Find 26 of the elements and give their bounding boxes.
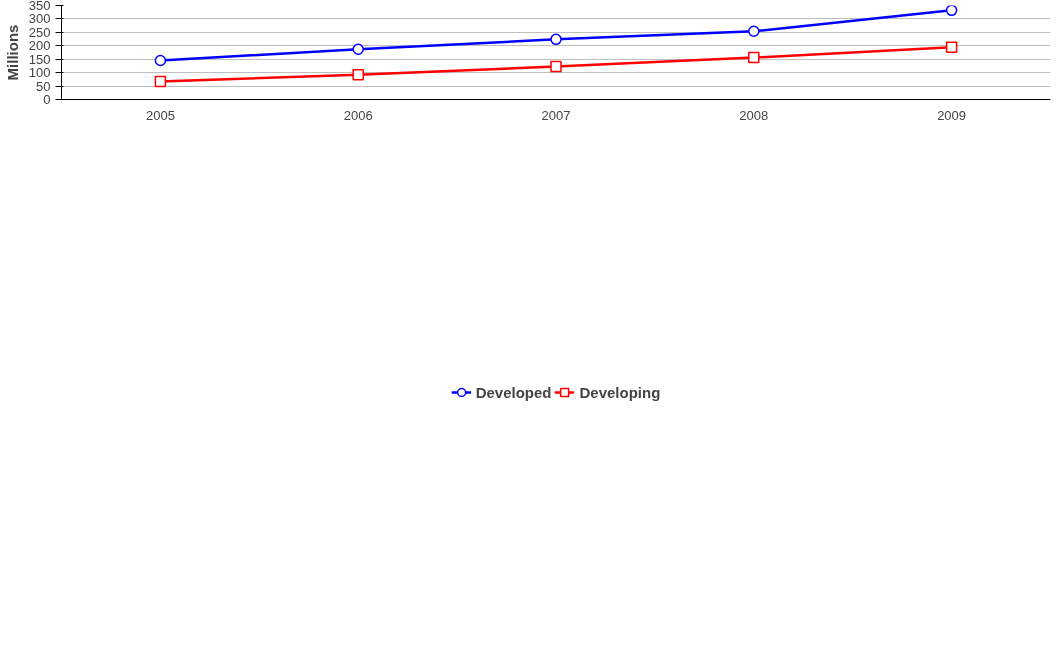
y-tick-label: 50 [36,78,51,94]
x-tick-label: 2008 [739,107,769,123]
y-tick-label: 0 [43,92,51,107]
legend-label: Developed [475,383,552,401]
point [154,54,167,67]
y-tick-label: 250 [28,24,51,40]
point [352,69,364,81]
point [550,60,562,73]
point [748,25,760,38]
x-tick-label: 2007 [541,107,571,123]
point [154,75,167,88]
x-tick-label: 2009 [937,107,967,123]
y-axis-title: Millions [3,24,21,81]
y-tick-label: 200 [28,38,51,54]
point [945,5,958,17]
point [550,33,562,46]
point [748,51,760,64]
y-tick-label: 150 [28,51,51,67]
y-tick-label: 100 [28,65,51,81]
y-tick-label: 300 [28,11,51,27]
x-tick-label: 2005 [145,107,175,123]
y-tick-label: 350 [28,0,51,13]
x-tick-label: 2006 [343,107,373,123]
legend-label: Developing [579,383,661,401]
point [945,41,958,53]
point [352,43,364,56]
